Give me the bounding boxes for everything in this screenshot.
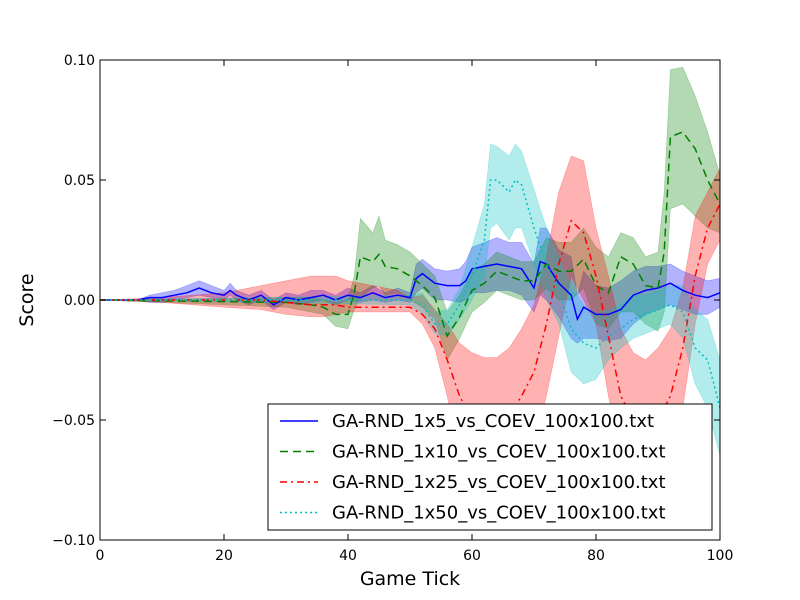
legend-label-4: GA-RND_1x50_vs_COEV_100x100.txt [332, 503, 666, 524]
x-axis-title: Game Tick [360, 568, 460, 590]
legend-label-2: GA-RND_1x10_vs_COEV_100x100.txt [332, 442, 666, 463]
y-tick-label: −0.05 [52, 413, 95, 429]
x-tick-label: 80 [587, 548, 605, 564]
series-line-1 [100, 260, 721, 322]
x-tick-label: 0 [96, 548, 105, 564]
x-tick-label: 60 [463, 548, 481, 564]
y-tick-label: −0.10 [52, 533, 95, 549]
legend: GA-RND_1x5_vs_COEV_100x100.txt GA-RND_1x1… [267, 403, 713, 531]
y-tick-label: 0.05 [64, 173, 95, 189]
axis-ticks: 0 20 40 60 80 100 −0.10 −0.05 0.00 0.05 0.10 [52, 53, 733, 564]
legend-label-3: GA-RND_1x25_vs_COEV_100x100.txt [332, 472, 666, 493]
legend-box [267, 403, 713, 531]
y-axis-title: Score [16, 273, 38, 326]
x-tick-label: 100 [707, 548, 734, 564]
legend-label-1: GA-RND_1x5_vs_COEV_100x100.txt [332, 411, 654, 432]
y-tick-label: 0.00 [64, 293, 95, 309]
x-tick-label: 40 [339, 548, 357, 564]
y-tick-label: 0.10 [64, 53, 95, 69]
x-tick-label: 20 [215, 548, 233, 564]
